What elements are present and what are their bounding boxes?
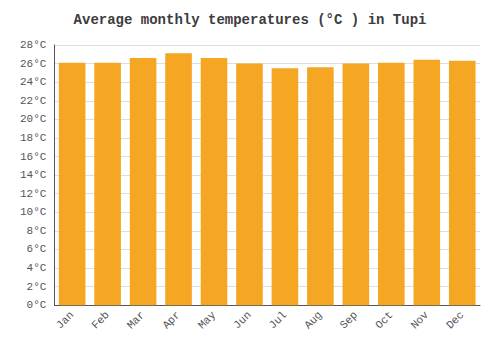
svg-text:Oct: Oct: [373, 309, 395, 331]
svg-text:Apr: Apr: [160, 309, 182, 331]
svg-text:Average monthly temperatures (: Average monthly temperatures (°C ) in Tu…: [74, 12, 427, 28]
svg-text:Sep: Sep: [338, 309, 360, 331]
svg-text:14°C: 14°C: [20, 169, 47, 181]
svg-text:10°C: 10°C: [20, 206, 47, 218]
svg-text:22°C: 22°C: [20, 95, 47, 107]
svg-text:8°C: 8°C: [27, 225, 47, 237]
svg-text:24°C: 24°C: [20, 76, 47, 88]
svg-text:26°C: 26°C: [20, 58, 47, 70]
svg-text:Dec: Dec: [444, 309, 466, 331]
svg-text:28°C: 28°C: [20, 39, 47, 51]
svg-text:Jun: Jun: [231, 309, 253, 331]
svg-text:Jan: Jan: [54, 309, 76, 331]
svg-text:Mar: Mar: [125, 309, 147, 331]
svg-text:4°C: 4°C: [27, 262, 47, 274]
svg-text:0°C: 0°C: [27, 299, 47, 311]
svg-text:Aug: Aug: [302, 309, 324, 331]
svg-text:Feb: Feb: [89, 309, 111, 331]
svg-text:Jul: Jul: [267, 309, 289, 331]
svg-text:20°C: 20°C: [20, 113, 47, 125]
svg-text:Nov: Nov: [409, 309, 432, 332]
svg-text:16°C: 16°C: [20, 151, 47, 163]
svg-text:May: May: [196, 309, 219, 332]
svg-text:6°C: 6°C: [27, 243, 47, 255]
svg-text:18°C: 18°C: [20, 132, 47, 144]
svg-text:12°C: 12°C: [20, 188, 47, 200]
svg-text:2°C: 2°C: [27, 281, 47, 293]
